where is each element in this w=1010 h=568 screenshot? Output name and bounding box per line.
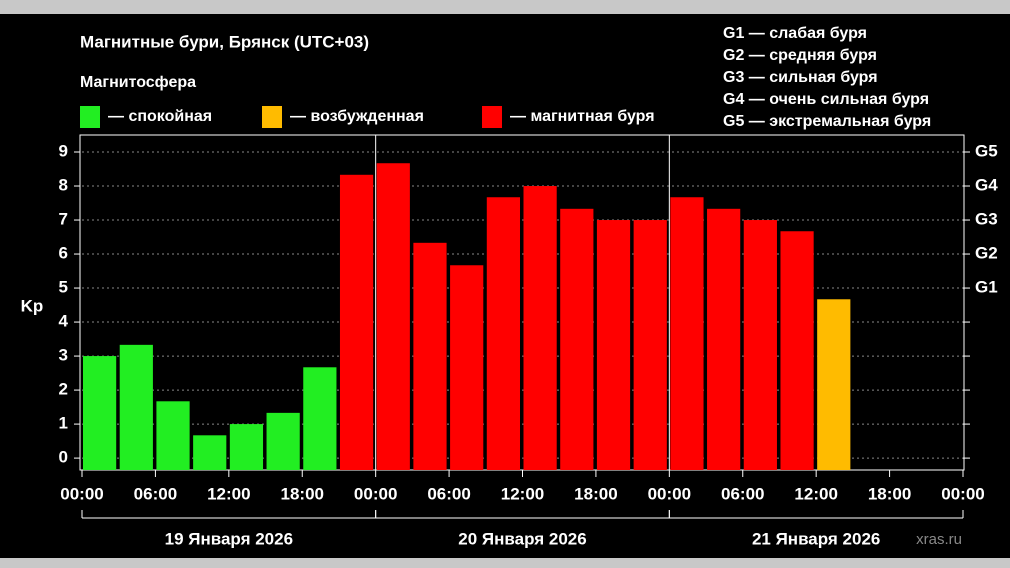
x-tick-label: 18:00 [574, 484, 617, 503]
y-tick-label: 1 [59, 414, 68, 433]
bar [83, 356, 117, 470]
y-tick-label: 6 [59, 244, 68, 263]
y2-tick-label: G1 [975, 278, 998, 297]
y-tick-label: 4 [59, 312, 69, 331]
bar [193, 435, 227, 470]
scale-note: G5 — экстремальная буря [723, 113, 931, 130]
bar [266, 412, 300, 470]
day-label: 19 Января 2026 [165, 529, 293, 548]
bar [670, 197, 704, 470]
x-tick-label: 06:00 [721, 484, 764, 503]
bar [229, 424, 264, 470]
bar [376, 163, 410, 470]
y-tick-label: 8 [59, 175, 68, 194]
y2-tick-label: G2 [975, 244, 998, 263]
x-tick-label: 06:00 [427, 484, 470, 503]
legend-swatch [80, 106, 100, 128]
bar [156, 401, 190, 470]
scale-note: G3 — сильная буря [723, 69, 878, 86]
bar [413, 242, 447, 470]
y2-tick-label: G5 [975, 141, 998, 160]
y-tick-label: 5 [59, 278, 68, 297]
scale-note: G1 — слабая буря [723, 25, 867, 42]
legend-label: — магнитная буря [510, 108, 655, 125]
bar [339, 174, 374, 471]
bar [780, 231, 814, 470]
x-tick-label: 12:00 [794, 484, 837, 503]
y-axis-label: Kp [21, 296, 44, 315]
legend-label: — спокойная [108, 108, 212, 125]
y-tick-label: 0 [59, 448, 68, 467]
scale-note: G2 — средняя буря [723, 47, 877, 64]
x-tick-label: 00:00 [941, 484, 984, 503]
bar [486, 197, 520, 470]
x-tick-label: 00:00 [354, 484, 397, 503]
x-tick-label: 12:00 [501, 484, 544, 503]
y-tick-label: 2 [59, 380, 68, 399]
bar [596, 220, 631, 470]
bar [707, 208, 741, 470]
y-tick-label: 7 [59, 210, 68, 229]
legend-label: — возбужденная [290, 108, 424, 125]
x-tick-label: 06:00 [134, 484, 177, 503]
day-label: 21 Января 2026 [752, 529, 880, 548]
x-tick-label: 12:00 [207, 484, 250, 503]
legend-title: Магнитосфера [80, 74, 196, 91]
bar [743, 220, 777, 470]
y2-tick-label: G3 [975, 210, 998, 229]
legend-swatch [482, 106, 502, 128]
bar [119, 344, 153, 470]
watermark: xras.ru [916, 531, 962, 548]
day-label: 20 Января 2026 [458, 529, 586, 548]
legend-swatch [262, 106, 282, 128]
y2-tick-label: G4 [975, 175, 998, 194]
x-tick-label: 18:00 [281, 484, 324, 503]
bar [633, 220, 667, 470]
x-tick-label: 00:00 [60, 484, 103, 503]
y-tick-label: 3 [59, 346, 68, 365]
chart-title: Магнитные бури, Брянск (UTC+03) [80, 32, 369, 51]
x-tick-label: 18:00 [868, 484, 911, 503]
y-tick-label: 9 [59, 141, 68, 160]
bar [303, 367, 337, 470]
x-tick-label: 00:00 [648, 484, 691, 503]
bar [450, 265, 484, 470]
scale-note: G4 — очень сильная буря [723, 91, 929, 108]
bar [560, 208, 594, 470]
bar [523, 186, 557, 470]
bar [817, 299, 851, 470]
